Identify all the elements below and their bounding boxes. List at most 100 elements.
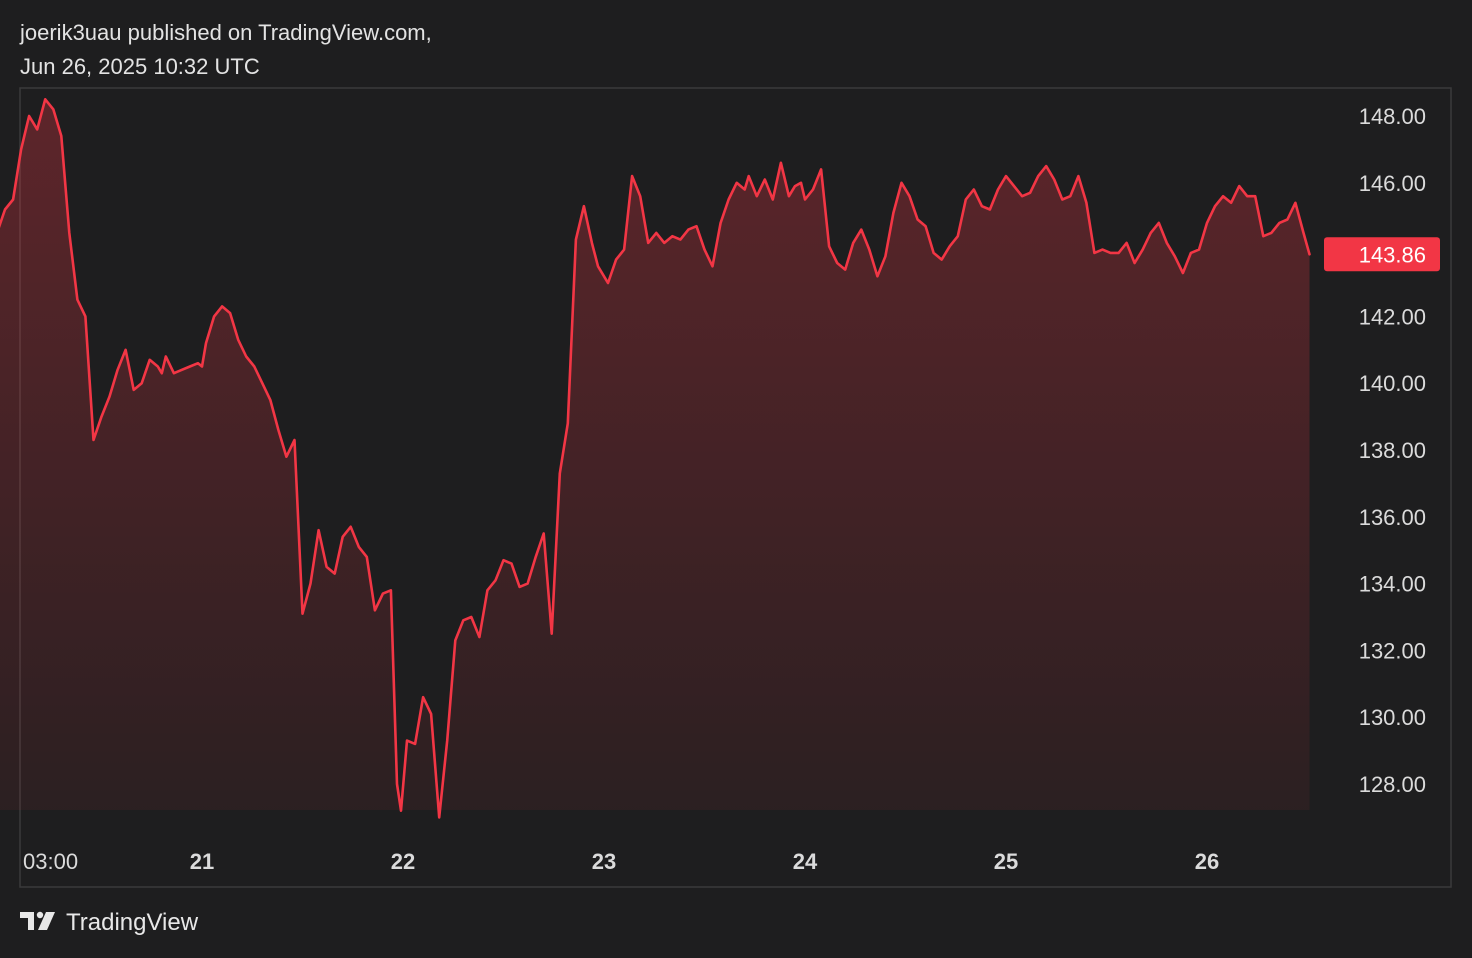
data-point-122 (900, 182, 903, 184)
footer: TradingView (20, 906, 198, 940)
data-point-116 (852, 242, 854, 244)
data-point-78 (567, 422, 569, 425)
data-point-40 (269, 399, 272, 401)
data-point-165 (1246, 195, 1248, 197)
data-point-68 (486, 589, 489, 592)
data-point-99 (727, 198, 730, 201)
data-point-167 (1262, 235, 1265, 237)
last-price-label: 143.86 (1359, 242, 1426, 267)
data-point-96 (703, 248, 706, 251)
data-point-145 (1085, 202, 1088, 204)
data-point-33 (213, 315, 215, 318)
data-point-16 (92, 439, 95, 441)
data-point-25 (161, 372, 163, 375)
data-point-106 (780, 162, 782, 164)
data-point-127 (940, 258, 943, 261)
data-point-34 (221, 305, 223, 308)
y-tick-label: 146.00 (1359, 171, 1426, 196)
data-point-103 (756, 195, 758, 197)
data-point-110 (804, 198, 806, 201)
data-point-56 (396, 783, 398, 785)
data-point-24 (157, 365, 159, 368)
data-point-17 (100, 415, 103, 418)
data-point-91 (663, 242, 666, 244)
chart-header: joerik3uau published on TradingView.com,… (20, 16, 432, 84)
data-point-21 (132, 389, 135, 391)
data-point-9 (36, 128, 38, 131)
data-point-36 (237, 339, 239, 341)
data-point-59 (414, 743, 416, 745)
data-point-77 (559, 472, 561, 475)
data-point-35 (229, 312, 231, 314)
data-point-46 (317, 529, 320, 531)
data-point-32 (205, 342, 207, 344)
data-point-38 (253, 365, 256, 368)
data-point-10 (44, 98, 46, 101)
data-point-146 (1093, 252, 1096, 254)
last-price-badge (1324, 237, 1440, 272)
data-point-93 (679, 238, 682, 241)
data-point-164 (1238, 185, 1240, 187)
line-layer (0, 98, 1311, 819)
data-point-82 (597, 265, 599, 268)
data-point-48 (333, 572, 336, 575)
data-point-62 (438, 816, 441, 819)
data-point-47 (325, 566, 328, 568)
data-point-79 (575, 238, 577, 241)
data-point-11 (52, 108, 55, 111)
data-point-112 (820, 168, 822, 171)
data-point-63 (446, 739, 449, 742)
data-point-86 (623, 248, 625, 251)
data-point-5 (4, 208, 6, 211)
data-point-76 (550, 632, 553, 635)
y-tick-label: 136.00 (1359, 505, 1426, 530)
x-tick-label: 25 (994, 849, 1018, 874)
data-point-150 (1125, 242, 1128, 244)
publisher-line: joerik3uau published on TradingView.com, (20, 20, 432, 45)
data-point-172 (1302, 232, 1305, 234)
data-point-156 (1174, 255, 1176, 258)
data-point-81 (591, 242, 593, 244)
y-tick-label: 128.00 (1359, 772, 1426, 797)
data-point-20 (124, 349, 127, 351)
data-point-101 (743, 188, 746, 191)
data-point-87 (631, 175, 633, 177)
data-point-39 (261, 382, 264, 385)
data-point-134 (997, 188, 999, 191)
y-tick-label: 130.00 (1359, 705, 1426, 730)
tradingview-brand[interactable]: TradingView (66, 909, 199, 936)
y-tick-label: 142.00 (1359, 304, 1426, 329)
data-point-121 (892, 212, 895, 214)
x-tick-label: 03:00 (23, 849, 78, 874)
tradingview-logo-icon[interactable] (20, 910, 58, 937)
data-point-58 (406, 739, 408, 742)
data-point-154 (1158, 222, 1160, 224)
y-tick-label: 148.00 (1359, 104, 1426, 129)
data-point-72 (518, 586, 521, 588)
data-point-169 (1278, 222, 1281, 224)
point-layer (4, 98, 1311, 819)
data-point-7 (20, 148, 22, 151)
data-point-117 (860, 228, 863, 231)
data-point-15 (84, 315, 87, 318)
y-tick-label: 132.00 (1359, 638, 1426, 663)
data-point-104 (764, 178, 766, 181)
y-tick-label: 140.00 (1359, 371, 1426, 396)
data-point-132 (981, 205, 983, 207)
data-point-173 (1308, 253, 1311, 256)
data-point-14 (76, 298, 79, 301)
data-point-140 (1045, 165, 1047, 167)
y-axis: 148.00146.00144.00142.00140.00138.00136.… (1359, 104, 1426, 797)
data-point-137 (1021, 195, 1023, 197)
y-tick-label: 138.00 (1359, 438, 1426, 463)
area-layer (0, 99, 1310, 818)
data-point-148 (1109, 252, 1112, 254)
data-point-22 (140, 382, 143, 385)
data-point-65 (462, 619, 465, 622)
data-point-170 (1286, 218, 1289, 221)
data-point-6 (12, 198, 14, 201)
data-point-8 (28, 115, 30, 117)
data-point-158 (1190, 252, 1192, 254)
data-point-120 (884, 255, 887, 258)
